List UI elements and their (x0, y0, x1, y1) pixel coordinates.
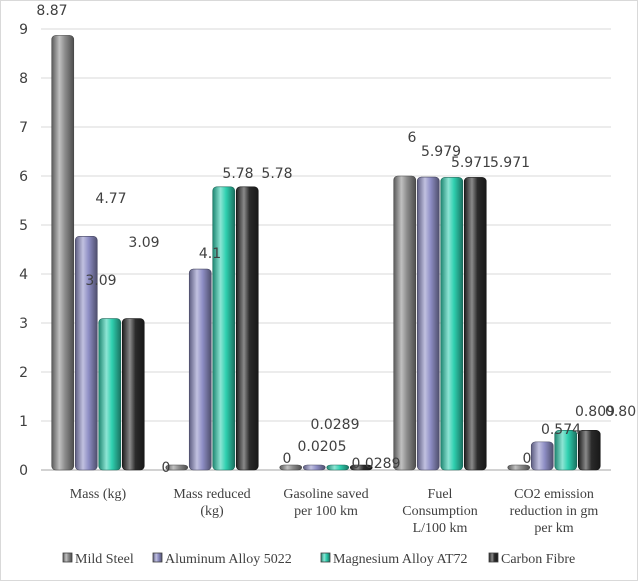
data-label: 3.09 (128, 235, 159, 251)
bar (235, 186, 259, 471)
data-label: 5.979 (421, 144, 461, 160)
legend-label: Mild Steel (75, 552, 134, 567)
y-tick-label: 8 (19, 71, 28, 87)
data-label: 0.809 (605, 404, 637, 420)
y-tick-label: 1 (19, 414, 28, 430)
data-label: 0.0289 (311, 417, 360, 433)
y-tick-label: 9 (19, 22, 28, 38)
bar (577, 430, 601, 471)
x-category-label: Fuel Consumption L/100 km (402, 487, 477, 536)
legend-swatch (62, 552, 73, 563)
data-label: 5.971 (451, 155, 491, 171)
legend-swatch (488, 552, 499, 563)
bars (51, 35, 601, 471)
bar (74, 235, 98, 471)
data-label: 0 (523, 451, 532, 467)
data-label: 8.87 (36, 3, 67, 19)
bar (326, 464, 350, 471)
y-tick-label: 3 (19, 316, 28, 332)
bar (463, 177, 487, 471)
legend: Mild Steel Aluminum Alloy 5022 Magnesium A… (62, 552, 575, 567)
x-axis-categories: Mass (kg) Mass reduced (kg) Gasoline saved p… (70, 487, 599, 536)
bar (393, 175, 417, 471)
x-category-label: Mass (kg) (70, 487, 127, 502)
bar (188, 268, 212, 471)
bar (165, 464, 189, 471)
x-category-label: CO2 emission reduction in gm per km (510, 487, 599, 536)
data-label: 5.78 (222, 166, 253, 182)
bar (349, 464, 373, 471)
bar (302, 464, 326, 471)
data-label: 0 (283, 451, 292, 467)
data-label: 0.574 (541, 422, 581, 438)
bar (530, 441, 554, 471)
y-tick-label: 6 (19, 169, 28, 185)
data-labels: 8.87 4.77 3.09 3.09 0 4.1 5.78 5.78 0 0.0205 0.028… (36, 3, 637, 476)
data-label: 4.77 (95, 191, 126, 207)
y-tick-label: 4 (19, 267, 28, 283)
legend-label: Magnesium Alloy AT72 (333, 552, 468, 567)
bar (51, 35, 75, 471)
bar (554, 430, 578, 471)
y-tick-label: 7 (19, 120, 28, 136)
x-category-label: Mass reduced (kg) (173, 487, 250, 519)
y-tick-label: 5 (19, 218, 28, 234)
data-label: 0.0205 (298, 439, 347, 455)
y-tick-label: 2 (19, 365, 28, 381)
data-label: 6 (408, 130, 417, 146)
data-label: 4.1 (199, 246, 221, 262)
data-label: 0.0289 (352, 456, 401, 472)
bar (121, 318, 145, 471)
legend-label: Aluminum Alloy 5022 (165, 552, 292, 567)
bar (279, 464, 303, 471)
legend-swatch (320, 552, 331, 563)
bar (98, 318, 122, 471)
legend-swatch (152, 552, 163, 563)
data-label: 3.09 (85, 273, 116, 289)
data-label: 5.78 (261, 166, 292, 182)
data-label: 0.809 (575, 404, 615, 420)
data-label: 0 (162, 460, 171, 476)
bar (212, 186, 236, 471)
y-tick-label: 0 (19, 463, 28, 479)
bar (507, 464, 531, 471)
bar (416, 176, 440, 471)
bar (440, 177, 464, 471)
x-category-label: Gasoline saved per 100 km (283, 487, 368, 519)
y-axis: 0 1 2 3 4 5 6 7 8 9 (19, 22, 28, 479)
legend-label: Carbon Fibre (501, 552, 575, 567)
data-label: 5.971 (490, 155, 530, 171)
